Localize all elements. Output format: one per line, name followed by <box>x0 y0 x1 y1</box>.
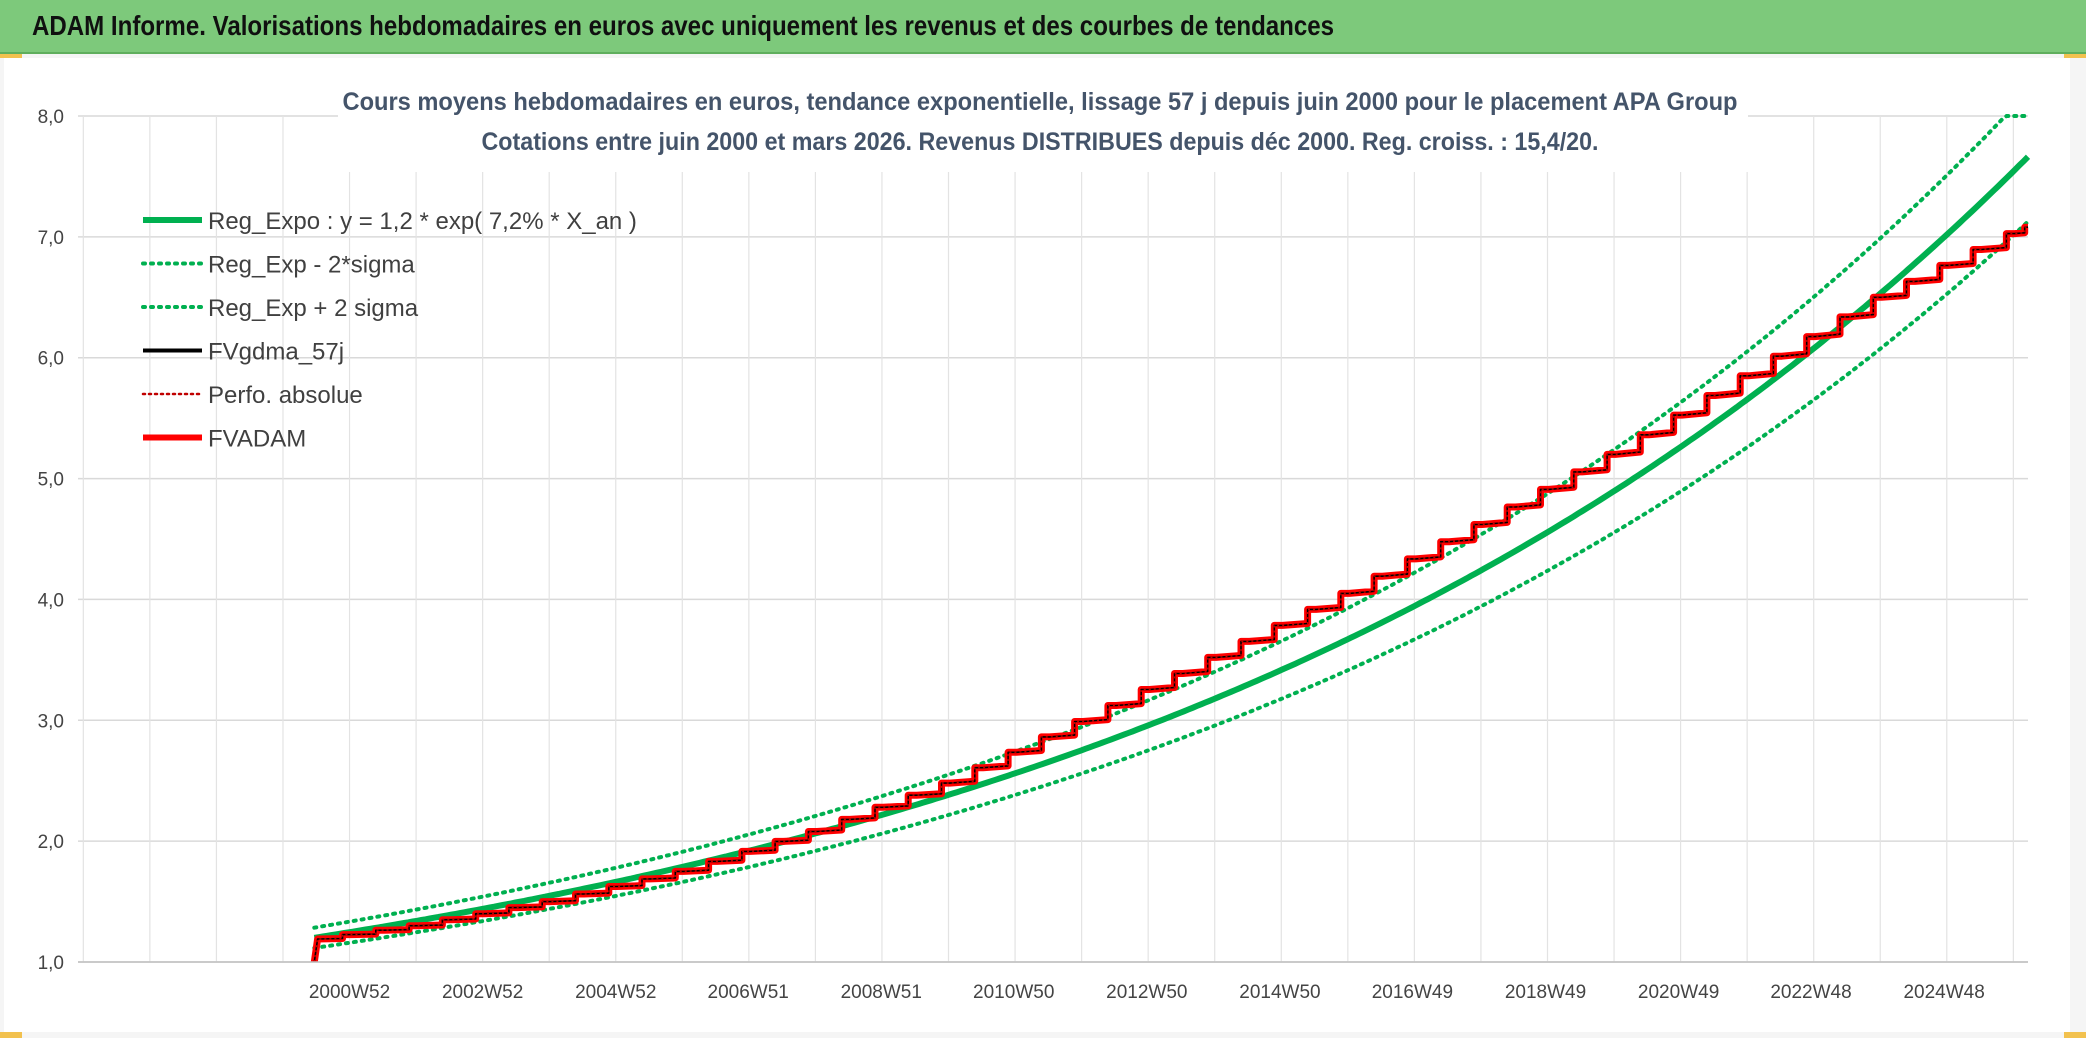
series-layer <box>310 114 2031 963</box>
y-tick-label: 1,0 <box>38 953 64 974</box>
legend-label: Perfo. absolue <box>208 382 363 409</box>
chart-title-background <box>338 78 1748 172</box>
series-reg-expo <box>313 154 2031 941</box>
series-reg-minus-2sigma <box>312 219 2030 950</box>
x-tick-label: 2004W52 <box>575 982 656 1003</box>
axis-layer: 1,0 2,0 3,0 4,0 5,0 6,0 7,0 8,0 2000W52 2002W52 20… <box>38 107 2028 1003</box>
legend-label: Reg_Expo : y = 1,2 * exp( 7,2% * X_an ) <box>208 208 637 235</box>
series-fvadam <box>310 223 2029 963</box>
y-tick-label: 5,0 <box>38 470 64 491</box>
y-tick-label: 4,0 <box>38 590 64 611</box>
legend-label: FVgdma_57j <box>208 339 344 366</box>
report-title: ADAM Informe. Valorisations hebdomadaire… <box>32 10 1335 41</box>
chart-legend: Reg_Expo : y = 1,2 * exp( 7,2% * X_an ) R… <box>141 208 637 453</box>
corner-mark-bottom-left <box>0 1032 22 1038</box>
x-tick-label: 2014W50 <box>1239 982 1320 1003</box>
x-tick-label: 2002W52 <box>442 982 523 1003</box>
x-tick-label: 2024W48 <box>1903 982 1984 1003</box>
corner-mark-top-right <box>2064 52 2086 58</box>
series-perfo-absolue <box>313 226 2028 963</box>
y-tick-label: 8,0 <box>38 107 64 128</box>
x-tick-label: 2006W51 <box>708 982 789 1003</box>
chart-title-line-2: Cotations entre juin 2000 et mars 2026. … <box>482 128 1599 156</box>
legend-label: Reg_Exp + 2 sigma <box>208 295 419 322</box>
x-tick-label: 2022W48 <box>1770 982 1851 1003</box>
chart-panel <box>4 58 2070 1032</box>
x-tick-label: 2012W50 <box>1106 982 1187 1003</box>
corner-mark-bottom-right <box>2064 1032 2086 1038</box>
legend-label: FVADAM <box>208 426 306 453</box>
report-header: ADAM Informe. Valorisations hebdomadaire… <box>0 0 2086 54</box>
x-tick-label: 2018W49 <box>1505 982 1586 1003</box>
y-tick-label: 6,0 <box>38 349 64 370</box>
y-tick-label: 3,0 <box>38 711 64 732</box>
x-tick-label: 2000W52 <box>309 982 390 1003</box>
corner-mark-top-left <box>0 52 22 58</box>
x-tick-label: 2010W50 <box>973 982 1054 1003</box>
chart-title-line-1: Cours moyens hebdomadaires en euros, ten… <box>343 88 1738 116</box>
chart-title: Cours moyens hebdomadaires en euros, ten… <box>338 78 1748 172</box>
series-reg-plus-2sigma <box>312 114 2030 930</box>
y-tick-label: 7,0 <box>38 228 64 249</box>
x-tick-label: 2016W49 <box>1372 982 1453 1003</box>
series-fvgdma-57j <box>313 226 2028 963</box>
legend-label: Reg_Exp - 2*sigma <box>208 252 415 279</box>
y-tick-label: 2,0 <box>38 832 64 853</box>
x-tick-label: 2008W51 <box>841 982 922 1003</box>
x-tick-label: 2020W49 <box>1638 982 1719 1003</box>
grid-layer <box>78 115 2028 963</box>
